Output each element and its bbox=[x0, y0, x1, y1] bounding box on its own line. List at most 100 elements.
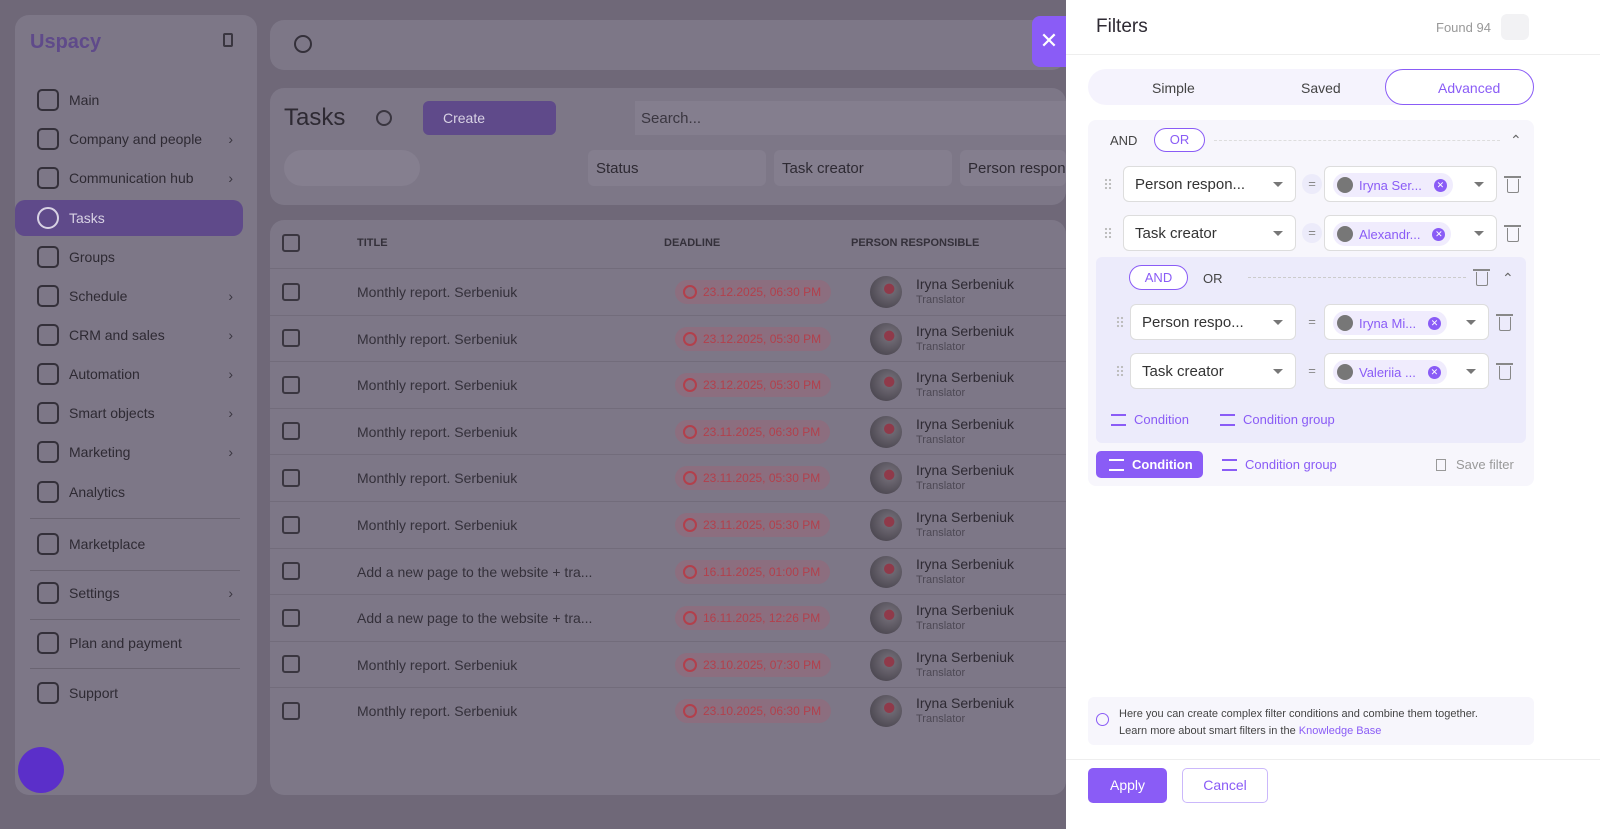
sidebar-item-company-and-people[interactable]: Company and people › bbox=[15, 121, 243, 157]
row-checkbox[interactable] bbox=[282, 655, 300, 674]
row-checkbox[interactable] bbox=[282, 515, 300, 534]
settings-gear-icon[interactable] bbox=[376, 110, 392, 126]
person-name[interactable]: Iryna Serbeniuk bbox=[916, 276, 1015, 292]
filter-task-creator[interactable]: Task creator bbox=[774, 150, 952, 186]
table-row[interactable]: Monthly report. Serbeniuk 23.11.2025, 05… bbox=[270, 454, 1066, 500]
filter-person-responsible[interactable]: Person respon bbox=[960, 150, 1066, 186]
equals-operator[interactable]: = bbox=[1302, 174, 1322, 194]
collapse-group-chevron-icon[interactable]: ⌃ bbox=[1502, 270, 1514, 286]
sidebar-item-communication-hub[interactable]: Communication hub › bbox=[15, 160, 243, 196]
task-title[interactable]: Add a new page to the website + tra... bbox=[357, 563, 593, 580]
condition-field-select[interactable]: Person respo... bbox=[1130, 304, 1296, 340]
tab-saved[interactable]: Saved bbox=[1301, 80, 1341, 96]
sidebar-item-main[interactable]: Main bbox=[15, 82, 243, 118]
table-row[interactable]: Add a new page to the website + tra... 1… bbox=[270, 594, 1066, 640]
table-row[interactable]: Monthly report. Serbeniuk 23.12.2025, 05… bbox=[270, 361, 1066, 407]
sidebar-item-support[interactable]: Support bbox=[15, 675, 243, 711]
table-row[interactable]: Monthly report. Serbeniuk 23.12.2025, 05… bbox=[270, 314, 1066, 361]
condition-value-select[interactable]: Valeriia ... ✕ bbox=[1324, 353, 1489, 389]
equals-operator[interactable]: = bbox=[1302, 361, 1322, 381]
drag-handle-icon[interactable] bbox=[1104, 178, 1112, 190]
tab-advanced[interactable]: Advanced bbox=[1385, 69, 1534, 105]
row-checkbox[interactable] bbox=[282, 329, 300, 348]
remove-chip-icon[interactable]: ✕ bbox=[1427, 365, 1441, 379]
sidebar-item-analytics[interactable]: Analytics bbox=[15, 474, 243, 510]
group-add-condition-button[interactable]: Condition bbox=[1111, 412, 1189, 427]
condition-value-select[interactable]: Iryna Ser... ✕ bbox=[1324, 166, 1497, 202]
global-search[interactable] bbox=[270, 20, 1066, 70]
delete-condition-trash-icon[interactable] bbox=[1496, 314, 1513, 331]
row-checkbox[interactable] bbox=[282, 701, 300, 720]
person-name[interactable]: Iryna Serbeniuk bbox=[916, 415, 1015, 432]
sidebar-item-crm-and-sales[interactable]: CRM and sales › bbox=[15, 317, 243, 353]
root-op-and[interactable]: AND bbox=[1110, 133, 1138, 148]
equals-operator[interactable]: = bbox=[1302, 312, 1322, 332]
task-title[interactable]: Monthly report. Serbeniuk bbox=[357, 377, 518, 394]
remove-chip-icon[interactable]: ✕ bbox=[1433, 178, 1447, 192]
view-switcher[interactable] bbox=[284, 150, 420, 186]
task-title[interactable]: Monthly report. Serbeniuk bbox=[357, 423, 518, 440]
filter-status[interactable]: Status bbox=[588, 150, 766, 186]
person-name[interactable]: Iryna Serbeniuk bbox=[916, 509, 1015, 525]
clear-filters-eraser-icon[interactable] bbox=[1501, 14, 1529, 40]
create-button[interactable]: Create bbox=[423, 101, 556, 135]
close-filters-button[interactable]: ✕ bbox=[1032, 16, 1066, 67]
sidebar-item-groups[interactable]: Groups bbox=[15, 239, 243, 275]
task-title[interactable]: Monthly report. Serbeniuk bbox=[357, 517, 518, 533]
chat-launcher-button[interactable] bbox=[18, 747, 64, 793]
sidebar-item-marketing[interactable]: Marketing › bbox=[15, 434, 243, 470]
pin-icon[interactable] bbox=[223, 33, 233, 47]
apply-button[interactable]: Apply bbox=[1088, 768, 1167, 803]
person-name[interactable]: Iryna Serbeniuk bbox=[916, 369, 1015, 386]
drag-handle-icon[interactable] bbox=[1116, 316, 1124, 328]
delete-condition-trash-icon[interactable] bbox=[1496, 363, 1513, 380]
sidebar-item-marketplace[interactable]: Marketplace bbox=[15, 526, 243, 562]
select-all-checkbox[interactable] bbox=[282, 234, 300, 252]
person-name[interactable]: Iryna Serbeniuk bbox=[916, 555, 1015, 572]
drag-handle-icon[interactable] bbox=[1116, 365, 1124, 377]
collapse-chevron-icon[interactable]: ⌃ bbox=[1510, 132, 1522, 148]
task-title[interactable]: Monthly report. Serbeniuk bbox=[357, 470, 518, 487]
sidebar-item-tasks[interactable]: Tasks bbox=[15, 200, 243, 236]
person-name[interactable]: Iryna Serbeniuk bbox=[916, 322, 1015, 339]
column-person-responsible[interactable]: PERSON RESPONSIBLE bbox=[851, 237, 980, 249]
sidebar-item-settings[interactable]: Settings › bbox=[15, 575, 243, 611]
delete-group-trash-icon[interactable] bbox=[1473, 269, 1490, 286]
sidebar-item-automation[interactable]: Automation › bbox=[15, 356, 243, 392]
row-checkbox[interactable] bbox=[282, 282, 300, 301]
condition-value-select[interactable]: Iryna Mi... ✕ bbox=[1324, 304, 1489, 340]
remove-chip-icon[interactable]: ✕ bbox=[1432, 227, 1446, 241]
task-title[interactable]: Monthly report. Serbeniuk bbox=[357, 284, 518, 300]
drag-handle-icon[interactable] bbox=[1104, 227, 1112, 239]
person-name[interactable]: Iryna Serbeniuk bbox=[916, 462, 1015, 479]
row-checkbox[interactable] bbox=[282, 422, 300, 441]
table-row[interactable]: Add a new page to the website + tra... 1… bbox=[270, 547, 1066, 594]
group-op-or[interactable]: OR bbox=[1203, 271, 1223, 286]
sidebar-item-schedule[interactable]: Schedule › bbox=[15, 278, 243, 314]
group-op-and[interactable]: AND bbox=[1129, 265, 1188, 290]
row-checkbox[interactable] bbox=[282, 375, 300, 394]
person-name[interactable]: Iryna Serbeniuk bbox=[916, 695, 1015, 712]
table-row[interactable]: Monthly report. Serbeniuk 23.12.2025, 06… bbox=[270, 268, 1066, 314]
condition-value-select[interactable]: Alexandr... ✕ bbox=[1324, 215, 1497, 251]
save-filter-button[interactable]: Save filter bbox=[1436, 457, 1514, 472]
cancel-button[interactable]: Cancel bbox=[1182, 768, 1268, 803]
condition-field-select[interactable]: Task creator bbox=[1123, 215, 1296, 251]
add-condition-button[interactable]: Condition bbox=[1096, 451, 1203, 478]
task-search-input[interactable] bbox=[635, 101, 1066, 135]
remove-chip-icon[interactable]: ✕ bbox=[1428, 316, 1442, 330]
task-title[interactable]: Monthly report. Serbeniuk bbox=[357, 656, 518, 673]
table-row[interactable]: Monthly report. Serbeniuk 23.10.2025, 07… bbox=[270, 640, 1066, 687]
delete-condition-trash-icon[interactable] bbox=[1504, 225, 1521, 242]
knowledge-base-link[interactable]: Knowledge Base bbox=[1298, 725, 1382, 737]
delete-condition-trash-icon[interactable] bbox=[1504, 176, 1521, 193]
column-title[interactable]: TITLE bbox=[357, 237, 388, 249]
person-name[interactable]: Iryna Serbeniuk bbox=[916, 648, 1015, 665]
row-checkbox[interactable] bbox=[282, 608, 300, 627]
row-checkbox[interactable] bbox=[282, 562, 300, 581]
tab-simple[interactable]: Simple bbox=[1152, 80, 1195, 96]
condition-field-select[interactable]: Person respon... bbox=[1123, 166, 1296, 202]
condition-field-select[interactable]: Task creator bbox=[1130, 353, 1296, 389]
task-title[interactable]: Add a new page to the website + tra... bbox=[357, 610, 593, 627]
table-row[interactable]: Monthly report. Serbeniuk 23.11.2025, 06… bbox=[270, 407, 1066, 454]
